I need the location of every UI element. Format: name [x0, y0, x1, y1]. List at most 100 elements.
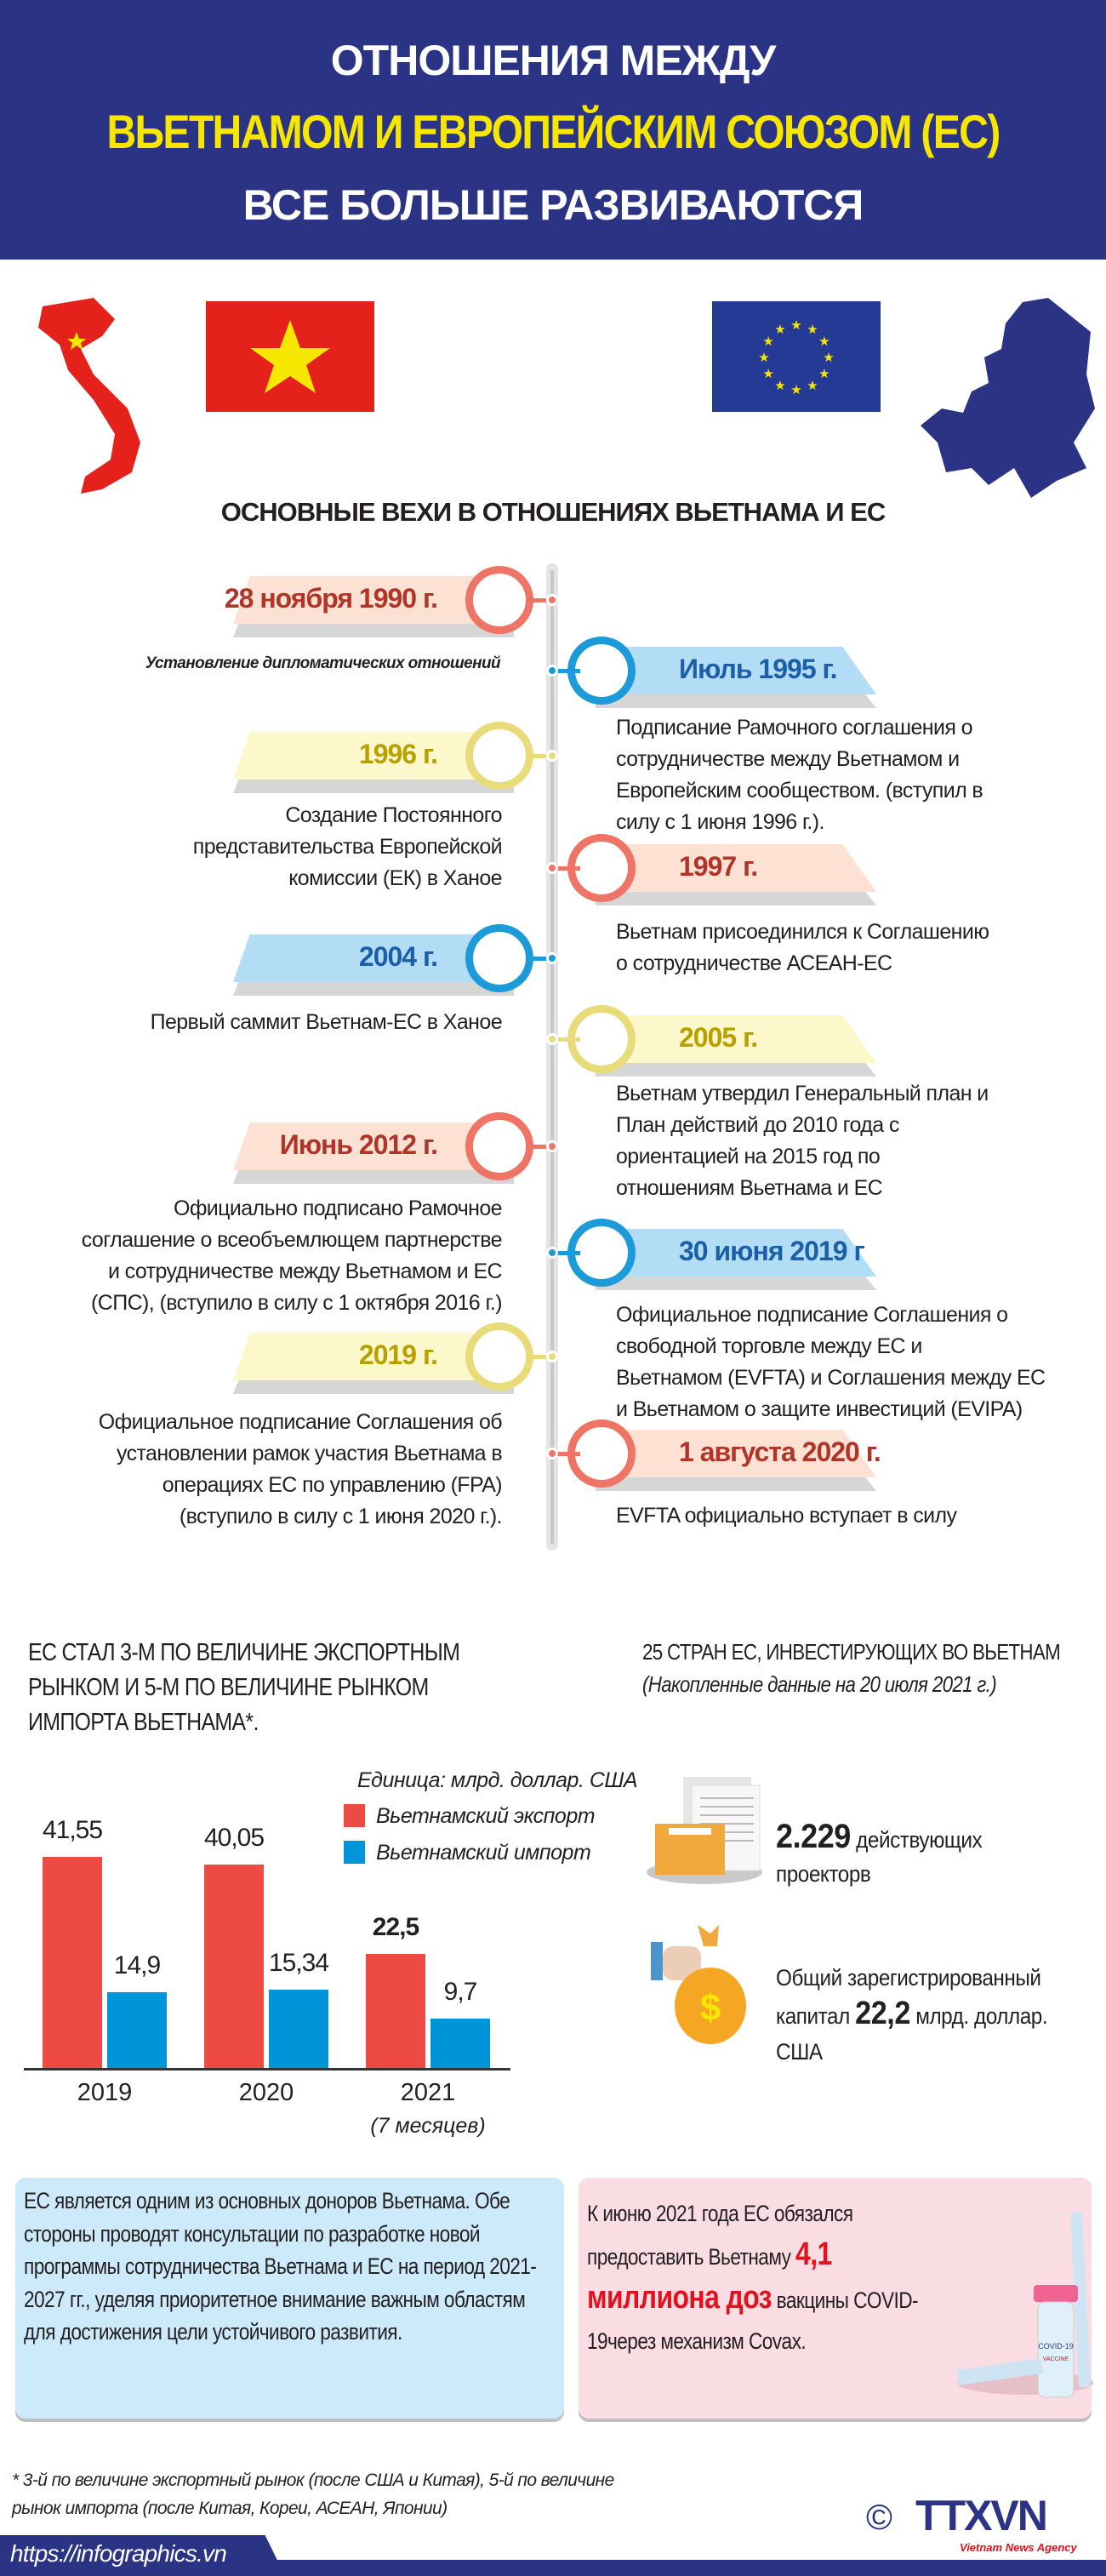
timeline-dot: [546, 952, 558, 964]
footnote-line: рынок импорта (после Китая, Кореи, АСЕАН…: [12, 2499, 448, 2518]
export-bar-2019: [43, 1856, 102, 2068]
timeline-date: Июнь 2012 г.: [279, 1129, 438, 1160]
timeline-date: 2005 г.: [679, 1022, 758, 1053]
chart-title: ЕС СТАЛ 3-М ПО ВЕЛИЧИНЕ ЭКСПОРТНЫМ РЫНКО…: [28, 1636, 460, 1740]
x-tick-label: 2019: [77, 2079, 133, 2106]
timeline-description: Первый саммит Вьетнам-ЕС в Ханое: [150, 1010, 503, 1034]
import-bar-2021: [430, 2019, 490, 2068]
documents-icon: [647, 1777, 762, 1884]
projects-label: действующих: [850, 1827, 983, 1853]
timeline-description: Вьетнам утвердил Генеральный план и План…: [616, 1082, 989, 1200]
svg-text:$: $: [700, 1987, 721, 2029]
timeline-description: Официальное подписание Соглашения об уст…: [98, 1410, 503, 1528]
timeline-date: 1996 г.: [358, 739, 438, 769]
timeline-connector: [527, 1355, 553, 1359]
bar-value-label: 22,5: [372, 1912, 419, 1941]
chart-x-axis: [24, 2068, 510, 2071]
export-bar-2020: [204, 1864, 264, 2068]
eu-star-icon: ★: [790, 383, 801, 397]
vaccine-text-b: вакцины COVID-19через механизм Covax.: [587, 2288, 919, 2354]
timeline-date-banner: 1 августа 2020 г.: [596, 1430, 881, 1491]
chart-title-line: ИМПОРТА ВЬЕТНАМА*.: [28, 1709, 259, 1736]
timeline-date-banner: 2019 г.: [233, 1333, 514, 1394]
timeline-dot: [546, 1033, 558, 1045]
timeline-connector: [555, 1452, 580, 1456]
investment-subtitle: (Накопленные данные на 20 июля 2021 г.): [642, 1671, 997, 1697]
investment-title-text: 25 СТРАН ЕС, ИНВЕСТИРУЮЩИХ ВО ВЬЕТНАМ: [642, 1639, 1061, 1665]
timeline-marker: [465, 1322, 533, 1391]
capital-unit: млрд. доллар.: [909, 2003, 1048, 2029]
eu-star-icon: ★: [758, 351, 769, 365]
timeline-connector: [527, 957, 553, 961]
footer-url-tab: https://infographics.vn: [0, 2535, 285, 2576]
timeline-date: Июль 1995 г.: [679, 654, 838, 684]
bar-value-label: 9,7: [443, 1978, 478, 2007]
header-banner: ОТНОШЕНИЯ МЕЖДУ ВЬЕТНАМОМ И ЕВРОПЕЙСКИМ …: [0, 0, 1106, 260]
footnote-line: * 3-й по величине экспортный рынок (посл…: [12, 2470, 614, 2490]
legend-swatch-export: [344, 1804, 365, 1827]
capital-unit-2: США: [776, 2039, 823, 2065]
timeline-description: Официальное подписание Соглашения о своб…: [616, 1303, 1046, 1421]
timeline-marker: [465, 1112, 533, 1180]
timeline-date: 1 августа 2020 г.: [679, 1437, 881, 1467]
footer-url[interactable]: https://infographics.vn: [10, 2540, 227, 2567]
timeline-description: Создание Постоянного представительства Е…: [192, 803, 503, 890]
x-tick-label: 2021: [400, 2079, 456, 2106]
legend-export: Вьетнамский экспорт: [376, 1804, 596, 1828]
legend-swatch-import: [344, 1841, 365, 1864]
timeline-connector: [555, 866, 580, 871]
vietnam-flag: [206, 301, 374, 412]
import-bar-2020: [269, 1990, 328, 2068]
money-bag-icon: $: [651, 1925, 746, 2044]
projects-label-2: проекторв: [776, 1861, 871, 1887]
title-line-2: ВЬЕТНАМОМ И ЕВРОПЕЙСКИМ СОЮЗОМ (ЕС): [106, 105, 1001, 158]
bar-value-label: 40,05: [203, 1823, 265, 1852]
logo-subtitle: Vietnam News Agency: [960, 2541, 1077, 2554]
chart-title-line: ЕС СТАЛ 3-М ПО ВЕЛИЧИНЕ ЭКСПОРТНЫМ: [28, 1639, 460, 1666]
timeline-dot: [546, 750, 558, 762]
eu-star-icon: ★: [823, 351, 834, 365]
donor-info-box: ЕС является одним из основных доноров Вь…: [15, 2178, 564, 2419]
timeline-marker: [465, 924, 533, 992]
bar-value-label: 41,55: [42, 1815, 103, 1844]
import-bar-2019: [107, 1992, 167, 2068]
chart-unit: Единица: млрд. доллар. США: [357, 1768, 638, 1792]
vaccine-info-text: К июню 2021 года ЕС обязался предоставит…: [587, 2193, 969, 2362]
eu-star-icon: ★: [818, 367, 830, 381]
capital-label: Общий зарегистрированный: [776, 1965, 1041, 1991]
timeline-dot: [546, 594, 558, 606]
investment-title: 25 СТРАН ЕС, ИНВЕСТИРУЮЩИХ ВО ВЬЕТНАМ (Н…: [642, 1636, 1061, 1700]
timeline-dot: [546, 862, 558, 874]
capital-label-2: капитал: [776, 2003, 856, 2029]
bar-value-label: 14,9: [113, 1951, 161, 1980]
timeline-description: Вьетнам присоединился к Соглашению о сот…: [616, 920, 989, 975]
timeline-date: 1997 г.: [679, 851, 758, 882]
projects-value: 2.229: [776, 1818, 851, 1855]
timeline-date-banner: 30 июня 2019 г: [596, 1229, 876, 1290]
timeline-connector: [555, 1251, 580, 1255]
logo-text: TTXVN: [915, 2492, 1048, 2539]
timeline-dot: [546, 665, 558, 677]
vaccine-vial-icon: COVID-19 VACCINE: [956, 2213, 1093, 2398]
timeline-date: 30 июня 2019 г: [679, 1236, 865, 1266]
timeline-connector: [555, 1037, 580, 1042]
capital-value: 22,2: [855, 1996, 910, 2031]
ttxvn-logo: © TTXVN Vietnam News Agency: [866, 2493, 1096, 2560]
timeline-date-banner: 1997 г.: [596, 844, 876, 905]
title-line-3: ВСЕ БОЛЬШЕ РАЗВИВАЮТСЯ: [242, 181, 864, 229]
timeline-connector: [527, 1145, 553, 1149]
vietnam-map-icon: [38, 298, 140, 494]
timeline-connector: [527, 598, 553, 603]
export-bar-2021: [366, 1953, 425, 2068]
timeline-axis: [546, 563, 558, 1551]
timeline-description: Установление дипломатических отношений: [145, 654, 501, 672]
vaccine-text-a: К июню 2021 года ЕС обязался предоставит…: [587, 2201, 853, 2270]
timeline-title: ОСНОВНЫЕ ВЕХИ В ОТНОШЕНИЯХ ВЬЕТНАМА И ЕС: [220, 497, 887, 527]
x-tick-label: 2020: [238, 2079, 294, 2106]
timeline-marker: [465, 566, 533, 634]
timeline-description: Подписание Рамочного соглашения о сотруд…: [616, 716, 983, 834]
timeline-dot: [546, 1448, 558, 1459]
timeline-date: 2019 г.: [358, 1339, 438, 1370]
timeline-date: 2004 г.: [358, 941, 438, 972]
legend-import: Вьетнамский импорт: [376, 1841, 591, 1865]
